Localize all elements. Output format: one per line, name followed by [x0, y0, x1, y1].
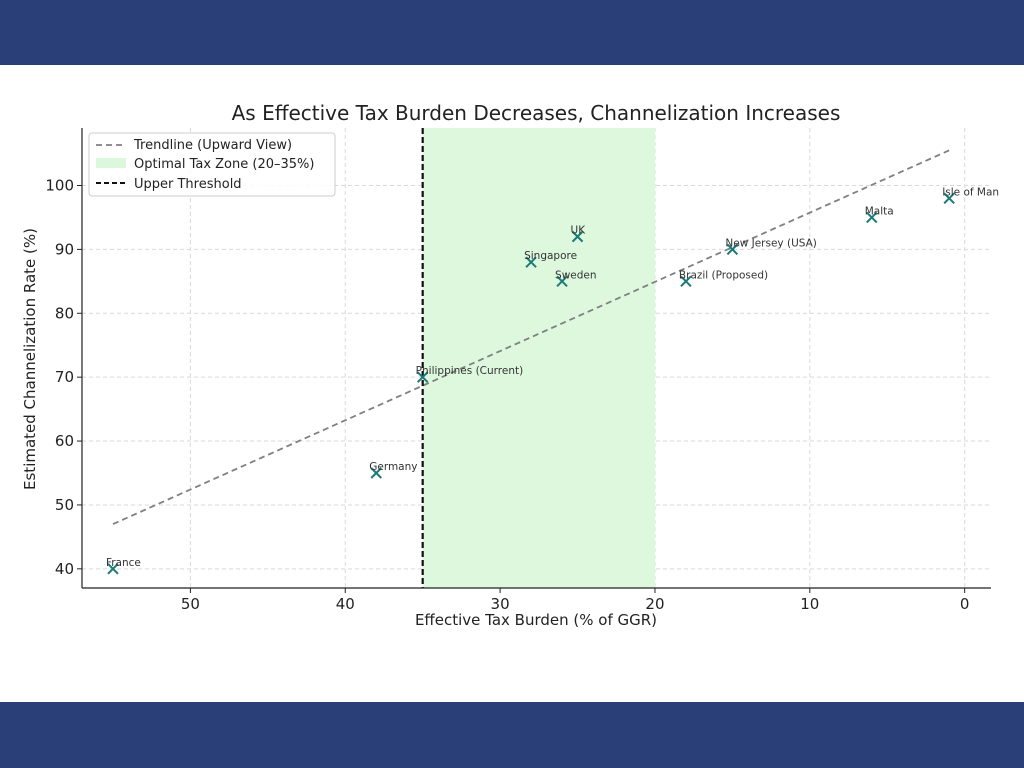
point-marker: [556, 275, 568, 288]
point-marker: [525, 256, 537, 268]
top-banner: [0, 0, 1024, 65]
trendline-layer: [112, 149, 950, 525]
y-tick-label: 70: [55, 368, 74, 386]
bottom-banner: [0, 702, 1024, 768]
point-marker: [107, 563, 119, 575]
legend-threshold-label: Upper Threshold: [134, 177, 242, 192]
y-tick-label: 100: [45, 177, 74, 195]
x-tick-label: 30: [491, 595, 510, 613]
point-label: Sweden: [555, 269, 597, 281]
x-tick-label: 20: [645, 595, 664, 613]
data-point: UK: [571, 225, 587, 243]
axes: [81, 128, 991, 589]
trendline: [112, 149, 950, 525]
legend-trend-label: Trendline (Upward View): [133, 138, 292, 153]
point-marker: [726, 243, 739, 256]
point-marker: [866, 211, 878, 224]
data-point: Germany: [369, 461, 417, 479]
y-tick-label: 60: [55, 432, 74, 450]
point-label: Germany: [369, 461, 417, 473]
chart-title: As Effective Tax Burden Decreases, Chann…: [232, 101, 841, 125]
data-point: France: [106, 557, 141, 575]
legend-zone-label: Optimal Tax Zone (20–35%): [134, 157, 314, 172]
point-marker: [370, 467, 382, 479]
legend-zone-swatch: [96, 158, 126, 168]
y-axis-title: Estimated Channelization Rate (%): [21, 228, 39, 490]
scatter-chart: As Effective Tax Burden Decreases, Chann…: [21, 101, 999, 629]
legend: Trendline (Upward View) Optimal Tax Zone…: [88, 132, 336, 197]
y-tick-label: 80: [55, 304, 74, 322]
point-marker: [571, 230, 584, 243]
point-label: France: [106, 557, 141, 569]
point-label: Singapore: [524, 250, 577, 262]
point-label: Philippines (Current): [416, 365, 524, 377]
data-point: Philippines (Current): [416, 365, 524, 383]
point-label: Isle of Man: [942, 186, 999, 198]
data-points: France Germany Philippines (Current) Singap…: [106, 186, 999, 575]
x-tick-label: 0: [960, 595, 970, 613]
point-label: Brazil (Proposed): [679, 269, 768, 281]
grid-lines: [82, 128, 991, 588]
optimal-zone-band: [422, 128, 655, 588]
y-tick-label: 90: [55, 240, 74, 258]
optimal-zone-rect: [422, 128, 655, 588]
y-tick-label: 40: [55, 560, 74, 578]
data-point: Sweden: [555, 269, 597, 288]
point-label: Malta: [865, 205, 894, 217]
data-point: Malta: [865, 205, 894, 224]
x-tick-label: 40: [336, 595, 355, 613]
data-point: Singapore: [524, 250, 577, 268]
point-marker: [943, 192, 955, 204]
x-axis-title: Effective Tax Burden (% of GGR): [415, 611, 657, 629]
point-label: New Jersey (USA): [725, 237, 817, 249]
point-label: UK: [571, 225, 587, 237]
y-tick-label: 50: [55, 496, 74, 514]
legend-box: [88, 132, 336, 197]
data-point: Brazil (Proposed): [679, 269, 768, 288]
data-point: Isle of Man: [942, 186, 999, 204]
x-tick-label: 10: [800, 595, 819, 613]
data-point: New Jersey (USA): [725, 237, 817, 256]
point-marker: [416, 371, 429, 383]
x-tick-label: 50: [181, 595, 200, 613]
point-marker: [680, 275, 692, 288]
